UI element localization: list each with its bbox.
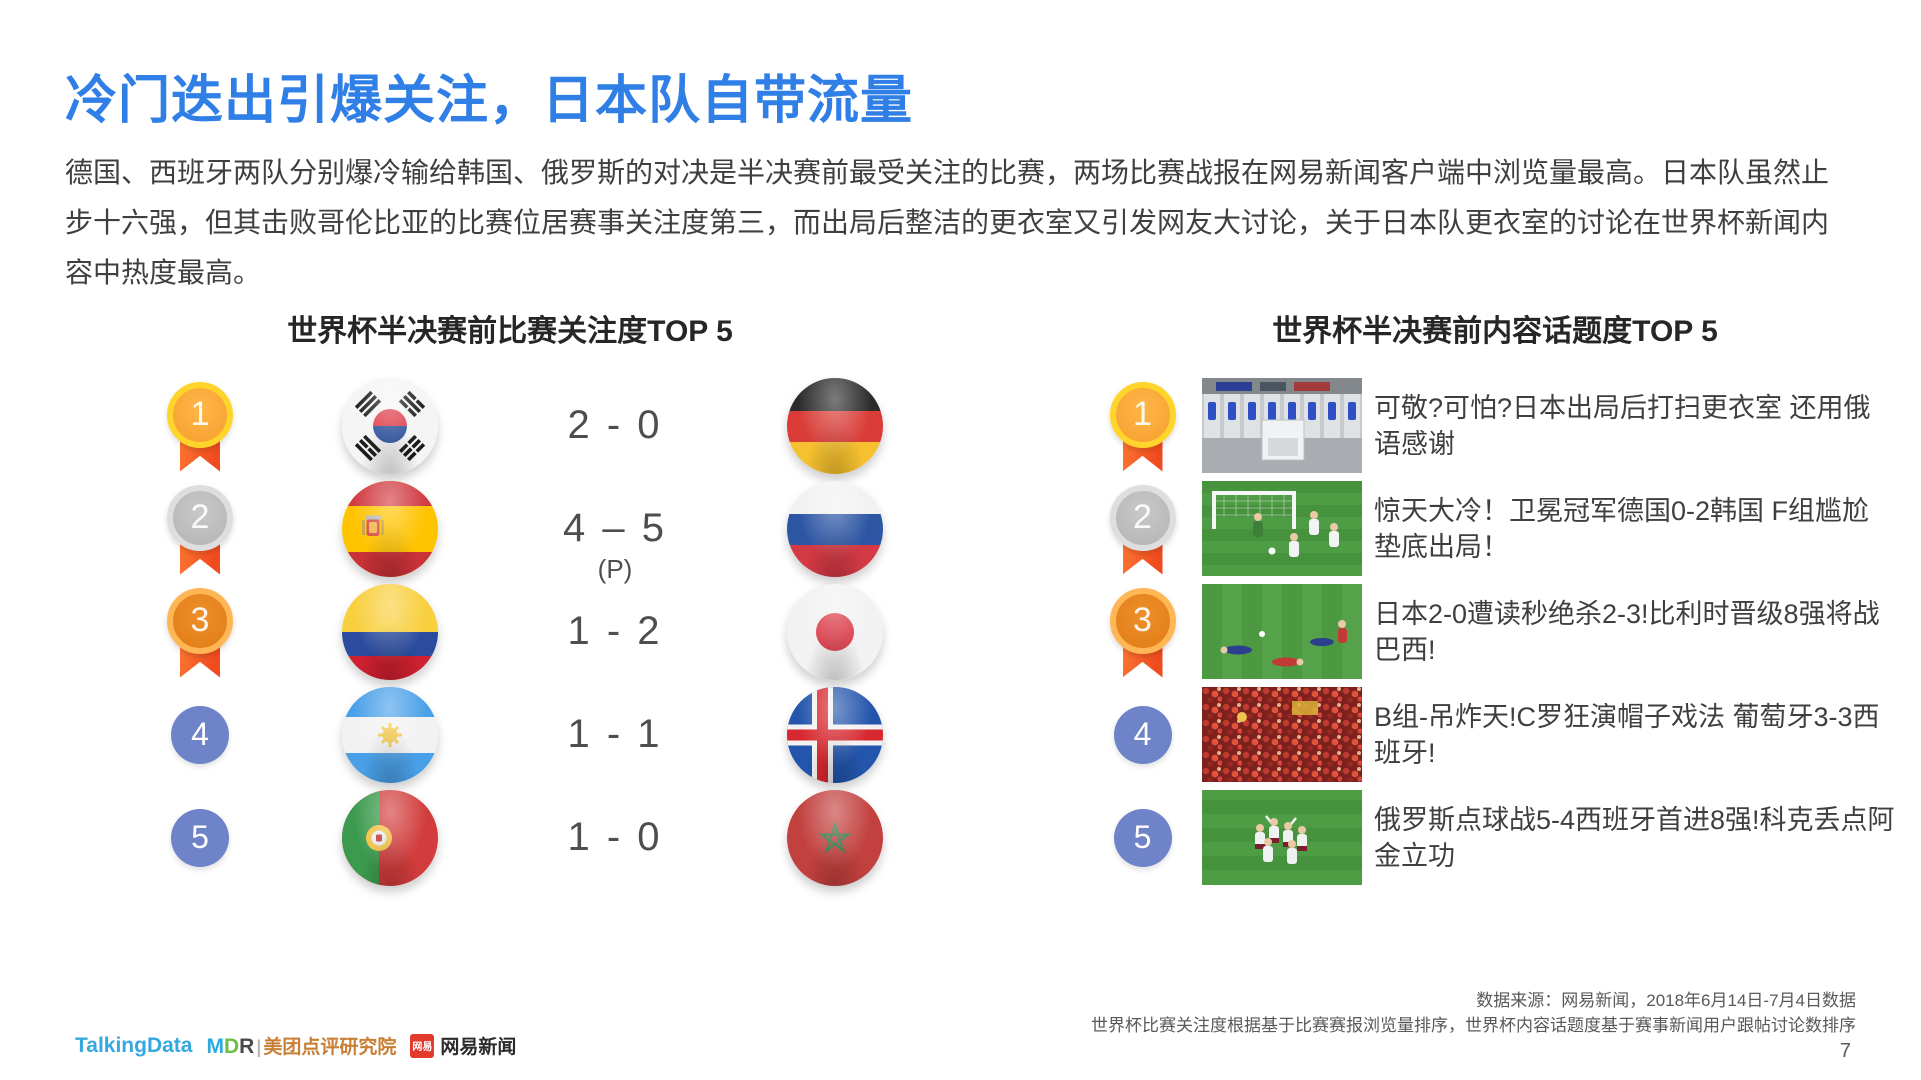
news-headline: 惊天大冷！卫冕冠军德国0-2韩国 F组尴尬垫底出局！ xyxy=(1374,495,1870,562)
list-item: 2 xyxy=(1095,477,1190,580)
table-row: 2 xyxy=(110,477,290,580)
rank-number: 3 xyxy=(1133,601,1152,639)
flag-japan-icon xyxy=(787,583,883,680)
news-headline: 俄罗斯点球战5-4西班牙首进8强!科克丢点阿金立功 xyxy=(1374,804,1895,871)
table-row: 1 xyxy=(110,374,290,477)
rank-3-medal-icon: 3 xyxy=(1109,587,1176,678)
flag-russia-icon xyxy=(787,480,883,577)
page-number: 7 xyxy=(1839,1040,1851,1062)
flag-germany-icon xyxy=(787,377,883,474)
attention-ranking-title: 世界杯半决赛前比赛关注度TOP 5 xyxy=(287,315,733,348)
rank-number: 2 xyxy=(1133,498,1152,536)
topic-ranking-title: 世界杯半决赛前内容话题度TOP 5 xyxy=(1272,315,1718,348)
footer-logos: TalkingData MDR | 美团点评研究院 网易 网易新闻 xyxy=(75,1032,516,1059)
rank-4-badge: 4 xyxy=(1113,705,1172,764)
rank-2-medal-icon: 2 xyxy=(167,484,233,575)
news-headline: 日本2-0遭读秒绝杀2-3!比利时晋级8强将战巴西! xyxy=(1374,598,1880,665)
thumbnail-japan-locker-room xyxy=(1202,378,1362,473)
rank-5-badge: 5 xyxy=(1113,808,1172,867)
flag-portugal-icon xyxy=(342,789,438,886)
page-title: 冷门迭出引爆关注，日本队自带流量 xyxy=(65,72,914,130)
table-row: 3 xyxy=(110,580,290,683)
rank-3-medal-icon: 3 xyxy=(167,587,233,678)
logo-divider: | xyxy=(256,1037,262,1057)
match-score: 2 - 0 xyxy=(567,403,663,447)
table-row: 4 xyxy=(110,683,290,786)
thumbnail-portugal-spain-fans xyxy=(1202,687,1362,782)
netease-news-logo: 网易 网易新闻 xyxy=(410,1032,516,1059)
topic-ranking-section: 世界杯半决赛前内容话题度TOP 5 1 xyxy=(1095,306,1895,889)
rank-number: 1 xyxy=(1133,395,1152,433)
data-source-line2: 世界杯比赛关注度根据基于比赛赛报浏览量排序，世界杯内容话题度基于赛事新闻用户跟帖… xyxy=(1091,1016,1856,1035)
list-item: 3 xyxy=(1095,580,1190,683)
data-source-note: 数据来源：网易新闻，2018年6月14日-7月4日数据 世界杯比赛关注度根据基于… xyxy=(1091,988,1856,1038)
flag-spain-icon xyxy=(342,480,438,577)
flag-morocco-icon xyxy=(787,789,883,886)
rank-number: 2 xyxy=(190,498,210,536)
thumbnail-japan-belgium-pitch xyxy=(1202,584,1362,679)
rank-2-medal-icon: 2 xyxy=(1109,484,1176,575)
list-item: 5 xyxy=(1095,786,1190,889)
mdr-meituan-logo: MDR | 美团点评研究院 xyxy=(206,1035,397,1058)
rank-1-medal-icon: 1 xyxy=(1109,381,1176,472)
match-ranking-list: 1 2 - 0 xyxy=(110,374,910,889)
talkingdata-logo: TalkingData xyxy=(75,1033,193,1057)
rank-number: 3 xyxy=(190,601,210,639)
match-score: 1 - 2 xyxy=(567,609,663,653)
news-headline: B组-吊炸天!C罗狂演帽子戏法 葡萄牙3-3西班牙! xyxy=(1374,701,1880,768)
news-headline: 可敬?可怕?日本出局后打扫更衣室 还用俄语感谢 xyxy=(1374,392,1871,459)
match-score: 1 - 0 xyxy=(567,815,663,859)
flag-iceland-icon xyxy=(787,686,883,783)
thumbnail-russia-celebration xyxy=(1202,790,1362,885)
rank-5-badge: 5 xyxy=(171,808,229,867)
list-item: 4 xyxy=(1095,683,1190,786)
rank-4-badge: 4 xyxy=(171,705,229,764)
match-score: 4 – 5 (P) xyxy=(490,506,740,584)
rank-number: 1 xyxy=(190,395,210,433)
penalty-note: (P) xyxy=(597,554,633,584)
rank-1-medal-icon: 1 xyxy=(167,381,233,472)
attention-ranking-section: 世界杯半决赛前比赛关注度TOP 5 1 xyxy=(110,306,910,889)
flag-south-korea-icon xyxy=(342,377,438,474)
flag-argentina-icon xyxy=(342,686,438,783)
topic-ranking-list: 1 可敬?可怕?日本出局后打扫更衣室 还用俄语感谢 xyxy=(1095,374,1895,889)
table-row: 5 xyxy=(110,786,290,889)
intro-paragraph: 德国、西班牙两队分别爆冷输给韩国、俄罗斯的对决是半决赛前最受关注的比赛，两场比赛… xyxy=(65,157,1830,288)
flag-colombia-icon xyxy=(342,583,438,680)
data-source-line1: 数据来源：网易新闻，2018年6月14日-7月4日数据 xyxy=(1476,991,1856,1010)
list-item: 1 xyxy=(1095,374,1190,477)
match-score: 1 - 1 xyxy=(567,712,663,756)
thumbnail-germany-korea-goal xyxy=(1202,481,1362,576)
netease-badge-icon: 网易 xyxy=(410,1033,435,1058)
